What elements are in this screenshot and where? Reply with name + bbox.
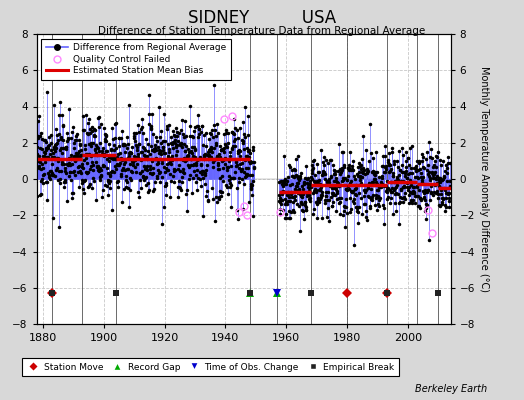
Text: Berkeley Earth: Berkeley Earth	[415, 384, 487, 394]
Y-axis label: Monthly Temperature Anomaly Difference (°C): Monthly Temperature Anomaly Difference (…	[479, 66, 489, 292]
Text: Difference of Station Temperature Data from Regional Average: Difference of Station Temperature Data f…	[99, 26, 425, 36]
Legend: Station Move, Record Gap, Time of Obs. Change, Empirical Break: Station Move, Record Gap, Time of Obs. C…	[22, 358, 399, 376]
Text: SIDNEY          USA: SIDNEY USA	[188, 9, 336, 27]
